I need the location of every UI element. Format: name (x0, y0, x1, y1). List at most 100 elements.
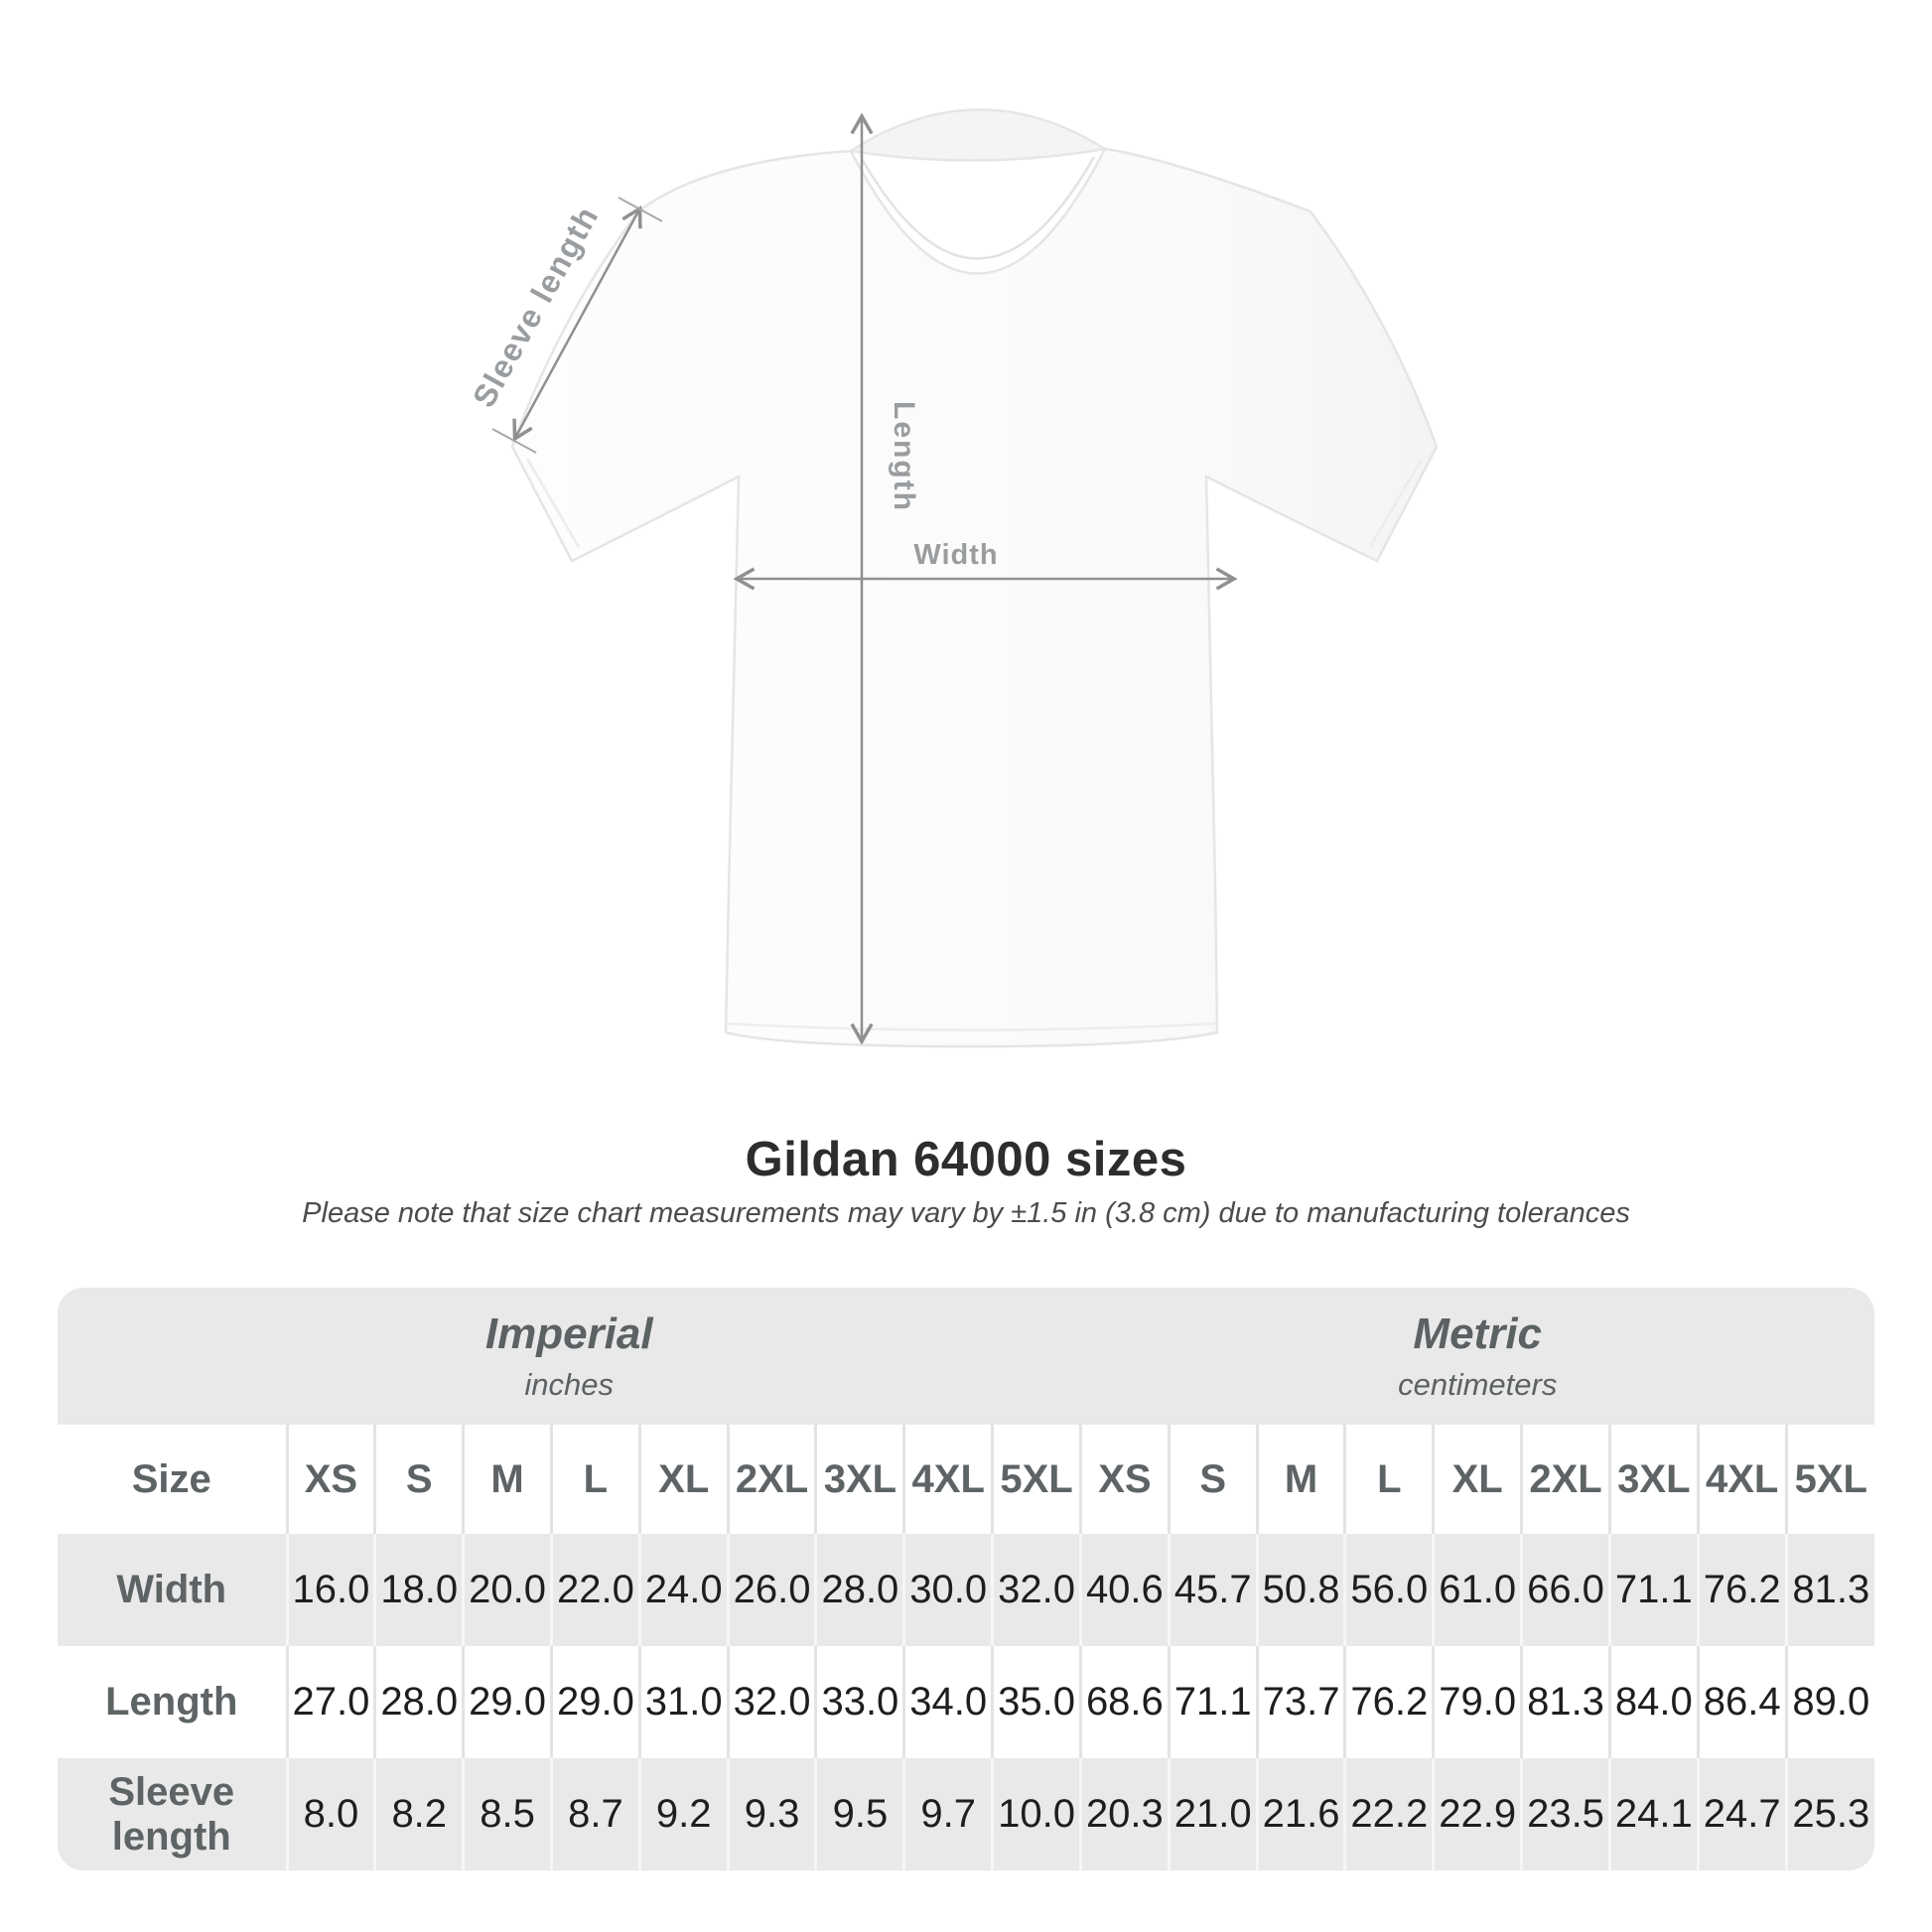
size-value-cell: 9.5 (814, 1758, 904, 1870)
size-col-header: L (1343, 1425, 1434, 1534)
size-value-cell: 79.0 (1432, 1646, 1522, 1758)
size-col-header: 4XL (902, 1425, 993, 1534)
sleeve-length-end-ticks (491, 197, 663, 454)
size-col-header: 2XL (726, 1425, 816, 1534)
size-col-header: 5XL (991, 1425, 1081, 1534)
size-value-cell: 16.0 (285, 1534, 375, 1646)
size-col-header: S (1167, 1425, 1258, 1534)
tshirt-diagram: Sleeve length Length Width (466, 108, 1439, 1048)
tshirt-back-collar (847, 108, 1109, 162)
size-value-cell: 21.0 (1167, 1758, 1258, 1870)
table-row: Length 27.0 28.0 29.0 29.0 31.0 32.0 33.0 34.0 35… (58, 1646, 1874, 1758)
size-col-header: 3XL (1607, 1425, 1699, 1534)
size-value-cell: 84.0 (1607, 1646, 1699, 1758)
size-value-cell: 33.0 (814, 1646, 904, 1758)
imperial-group-header: Imperial inches (58, 1288, 1080, 1425)
size-value-cell: 24.0 (637, 1534, 729, 1646)
size-value-cell: 24.1 (1607, 1758, 1699, 1870)
tshirt-body (510, 147, 1439, 1048)
size-value-cell: 81.3 (1520, 1646, 1610, 1758)
metric-group-header: Metric centimeters (1080, 1288, 1874, 1425)
size-value-cell: 34.0 (902, 1646, 993, 1758)
size-value-cell: 28.0 (373, 1646, 464, 1758)
tshirt-bottom-hem (727, 1022, 1216, 1032)
size-col-header: S (373, 1425, 464, 1534)
size-table-card: Imperial inches Metric centimeters Size X… (58, 1288, 1874, 1870)
size-col-header: 3XL (814, 1425, 904, 1534)
size-value-cell: 76.2 (1696, 1534, 1787, 1646)
size-value-cell: 32.0 (991, 1534, 1081, 1646)
size-value-cell: 45.7 (1167, 1534, 1258, 1646)
size-value-cell: 24.7 (1696, 1758, 1787, 1870)
size-col-header: M (462, 1425, 552, 1534)
size-value-cell: 23.5 (1520, 1758, 1610, 1870)
imperial-group-name: Imperial (484, 1310, 653, 1359)
size-col-header: L (549, 1425, 640, 1534)
size-value-cell: 25.3 (1784, 1758, 1874, 1870)
tshirt-collar-seam (860, 156, 1096, 260)
size-value-cell: 28.0 (814, 1534, 904, 1646)
size-value-cell: 76.2 (1343, 1646, 1434, 1758)
size-value-cell: 89.0 (1784, 1646, 1874, 1758)
length-label: Length (888, 401, 920, 512)
size-value-cell: 26.0 (726, 1534, 816, 1646)
unit-group-row: Imperial inches Metric centimeters (58, 1288, 1874, 1425)
width-label: Width (913, 539, 998, 571)
size-col-header: 2XL (1520, 1425, 1610, 1534)
metric-group-name: Metric (1413, 1310, 1543, 1359)
size-value-cell: 9.3 (726, 1758, 816, 1870)
size-value-cell: 8.0 (285, 1758, 375, 1870)
size-value-cell: 73.7 (1255, 1646, 1345, 1758)
size-col-header: XL (637, 1425, 729, 1534)
size-col-header: XL (1432, 1425, 1522, 1534)
size-value-cell: 22.0 (549, 1534, 640, 1646)
size-col-header: XS (1078, 1425, 1170, 1534)
size-value-cell: 18.0 (373, 1534, 464, 1646)
size-col-header: 4XL (1696, 1425, 1787, 1534)
size-col-header: 5XL (1784, 1425, 1874, 1534)
size-col-header: XS (285, 1425, 375, 1534)
page-title: Gildan 64000 sizes (745, 1133, 1187, 1186)
size-value-cell: 20.0 (462, 1534, 552, 1646)
sleeve-length-arrow (512, 206, 642, 442)
size-table: Imperial inches Metric centimeters Size X… (58, 1288, 1874, 1870)
table-row: Sleeve length 8.0 8.2 8.5 8.7 9.2 9.3 9.5 9.7 10.… (58, 1758, 1874, 1870)
size-value-cell: 56.0 (1343, 1534, 1434, 1646)
size-value-cell: 40.6 (1078, 1534, 1170, 1646)
size-value-cell: 50.8 (1255, 1534, 1345, 1646)
size-value-cell: 61.0 (1432, 1534, 1522, 1646)
size-value-cell: 22.9 (1432, 1758, 1522, 1870)
tshirt-right-sleeve-hem (1368, 458, 1424, 548)
size-value-cell: 68.6 (1078, 1646, 1170, 1758)
size-value-cell: 8.2 (373, 1758, 464, 1870)
size-value-cell: 9.7 (902, 1758, 993, 1870)
row-label: Width (116, 1568, 227, 1611)
size-value-cell: 81.3 (1784, 1534, 1874, 1646)
size-value-cell: 22.2 (1343, 1758, 1434, 1870)
size-value-cell: 21.6 (1255, 1758, 1345, 1870)
size-value-cell: 29.0 (462, 1646, 552, 1758)
size-value-cell: 27.0 (285, 1646, 375, 1758)
imperial-group-unit: inches (524, 1366, 615, 1402)
size-col-header: M (1255, 1425, 1345, 1534)
size-value-cell: 86.4 (1696, 1646, 1787, 1758)
size-corner-header: Size (131, 1456, 211, 1501)
row-label: Sleeve length (108, 1769, 235, 1859)
size-value-cell: 66.0 (1520, 1534, 1610, 1646)
size-value-cell: 8.7 (549, 1758, 640, 1870)
page-subtitle: Please note that size chart measurements… (302, 1197, 1630, 1229)
size-value-cell: 20.3 (1078, 1758, 1170, 1870)
size-value-cell: 9.2 (637, 1758, 729, 1870)
table-row: Width 16.0 18.0 20.0 22.0 24.0 26.0 28.0 30.0 32.… (58, 1534, 1874, 1646)
size-value-cell: 30.0 (902, 1534, 993, 1646)
size-value-cell: 71.1 (1607, 1534, 1699, 1646)
size-value-cell: 71.1 (1167, 1646, 1258, 1758)
size-value-cell: 29.0 (549, 1646, 640, 1758)
size-table-body: Imperial inches Metric centimeters Size X… (58, 1288, 1874, 1870)
size-value-cell: 32.0 (726, 1646, 816, 1758)
size-value-cell: 31.0 (637, 1646, 729, 1758)
size-value-cell: 35.0 (991, 1646, 1081, 1758)
size-value-cell: 10.0 (991, 1758, 1081, 1870)
metric-group-unit: centimeters (1398, 1366, 1558, 1402)
